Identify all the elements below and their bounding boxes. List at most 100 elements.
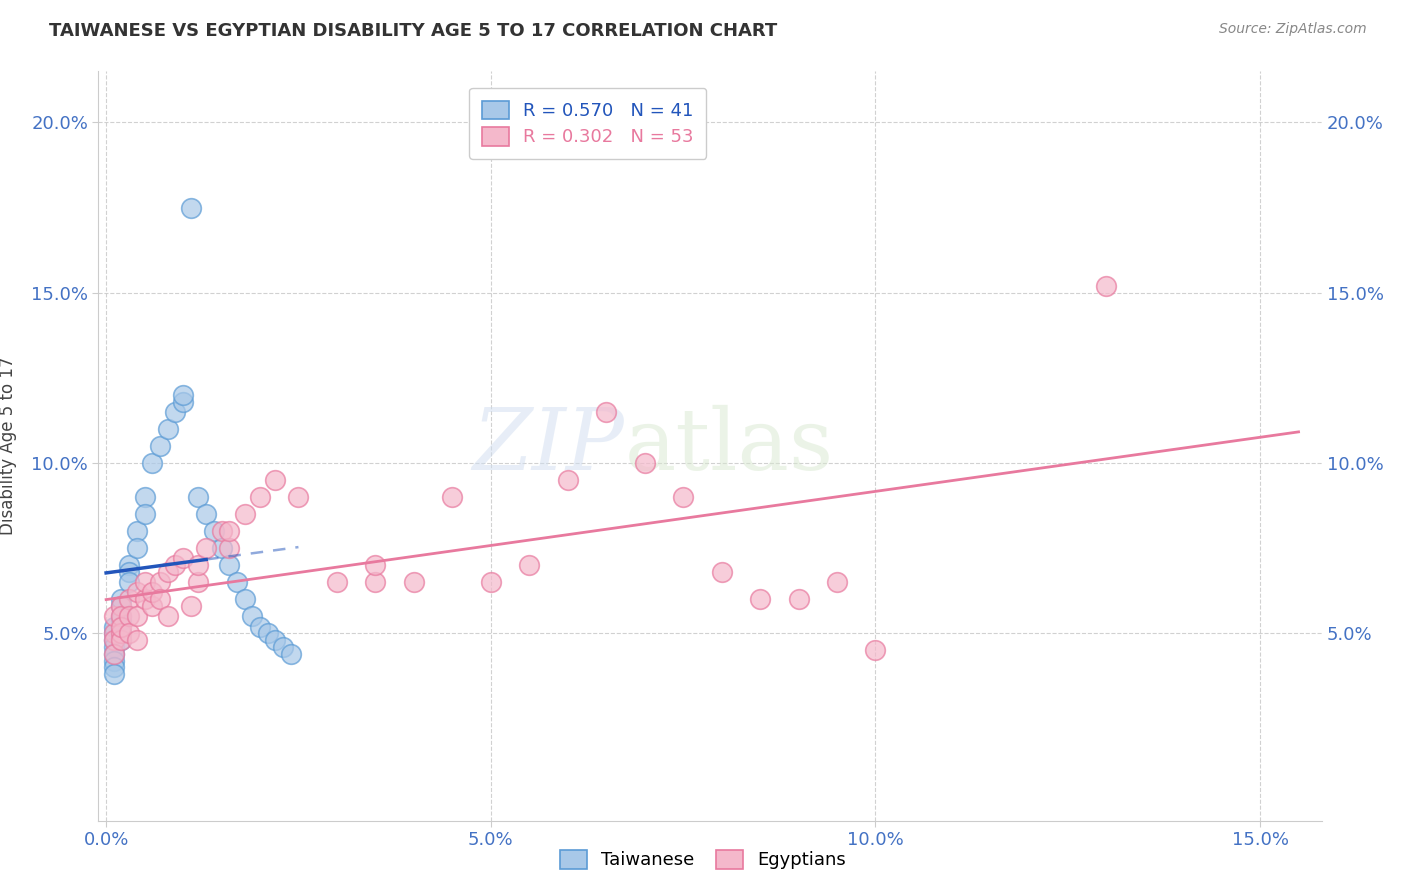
Point xyxy=(287,490,309,504)
Point xyxy=(180,599,202,613)
Point xyxy=(110,626,132,640)
Point xyxy=(195,541,218,556)
Point xyxy=(125,524,148,538)
Point xyxy=(103,647,125,661)
Point xyxy=(141,585,163,599)
Point xyxy=(110,609,132,624)
Point xyxy=(180,201,202,215)
Point xyxy=(110,626,132,640)
Point xyxy=(103,633,125,648)
Point xyxy=(195,507,218,521)
Point xyxy=(118,575,141,590)
Point xyxy=(134,490,156,504)
Point xyxy=(110,619,132,633)
Point xyxy=(517,558,540,573)
Point xyxy=(103,619,125,633)
Point xyxy=(211,541,233,556)
Point xyxy=(557,473,579,487)
Point xyxy=(233,592,256,607)
Point xyxy=(103,654,125,668)
Y-axis label: Disability Age 5 to 17: Disability Age 5 to 17 xyxy=(0,357,17,535)
Point xyxy=(103,633,125,648)
Point xyxy=(165,405,187,419)
Point xyxy=(172,394,194,409)
Point xyxy=(149,575,172,590)
Point xyxy=(118,626,141,640)
Point xyxy=(172,551,194,566)
Legend: R = 0.570   N = 41, R = 0.302   N = 53: R = 0.570 N = 41, R = 0.302 N = 53 xyxy=(470,88,706,159)
Point xyxy=(103,647,125,661)
Point xyxy=(865,643,887,657)
Point xyxy=(134,592,156,607)
Point xyxy=(249,619,271,633)
Point xyxy=(633,456,655,470)
Point xyxy=(103,609,125,624)
Text: TAIWANESE VS EGYPTIAN DISABILITY AGE 5 TO 17 CORRELATION CHART: TAIWANESE VS EGYPTIAN DISABILITY AGE 5 T… xyxy=(49,22,778,40)
Point xyxy=(125,609,148,624)
Point xyxy=(118,558,141,573)
Point xyxy=(256,626,278,640)
Point xyxy=(233,507,256,521)
Point xyxy=(110,599,132,613)
Point xyxy=(264,473,287,487)
Point xyxy=(125,633,148,648)
Point xyxy=(125,541,148,556)
Point xyxy=(326,575,349,590)
Point xyxy=(156,422,179,436)
Point xyxy=(125,585,148,599)
Point xyxy=(134,575,156,590)
Point xyxy=(364,558,387,573)
Point xyxy=(110,633,132,648)
Point xyxy=(118,565,141,579)
Point xyxy=(787,592,810,607)
Point xyxy=(264,633,287,648)
Point xyxy=(110,592,132,607)
Point xyxy=(402,575,425,590)
Point xyxy=(149,439,172,453)
Point xyxy=(103,667,125,681)
Point xyxy=(672,490,695,504)
Point xyxy=(110,613,132,627)
Point xyxy=(156,565,179,579)
Point xyxy=(103,640,125,654)
Point xyxy=(118,592,141,607)
Text: atlas: atlas xyxy=(624,404,834,488)
Point xyxy=(172,388,194,402)
Point xyxy=(441,490,464,504)
Point xyxy=(364,575,387,590)
Point xyxy=(249,490,271,504)
Point xyxy=(103,626,125,640)
Point xyxy=(187,558,209,573)
Point xyxy=(202,524,225,538)
Point xyxy=(1095,279,1118,293)
Point xyxy=(187,575,209,590)
Point xyxy=(110,609,132,624)
Point xyxy=(749,592,772,607)
Point xyxy=(103,660,125,674)
Point xyxy=(149,592,172,607)
Point xyxy=(110,633,132,648)
Point xyxy=(595,405,617,419)
Point xyxy=(218,558,240,573)
Point xyxy=(240,609,263,624)
Point xyxy=(156,609,179,624)
Point xyxy=(710,565,733,579)
Text: Source: ZipAtlas.com: Source: ZipAtlas.com xyxy=(1219,22,1367,37)
Point xyxy=(141,599,163,613)
Legend: Taiwanese, Egyptians: Taiwanese, Egyptians xyxy=(551,841,855,879)
Point xyxy=(141,456,163,470)
Point xyxy=(165,558,187,573)
Point xyxy=(187,490,209,504)
Point xyxy=(218,541,240,556)
Text: ZIP: ZIP xyxy=(472,405,624,487)
Point xyxy=(280,647,302,661)
Point xyxy=(825,575,848,590)
Point xyxy=(218,524,240,538)
Point xyxy=(225,575,247,590)
Point xyxy=(134,507,156,521)
Point xyxy=(479,575,502,590)
Point xyxy=(271,640,294,654)
Point xyxy=(211,524,233,538)
Point xyxy=(118,609,141,624)
Point xyxy=(110,599,132,613)
